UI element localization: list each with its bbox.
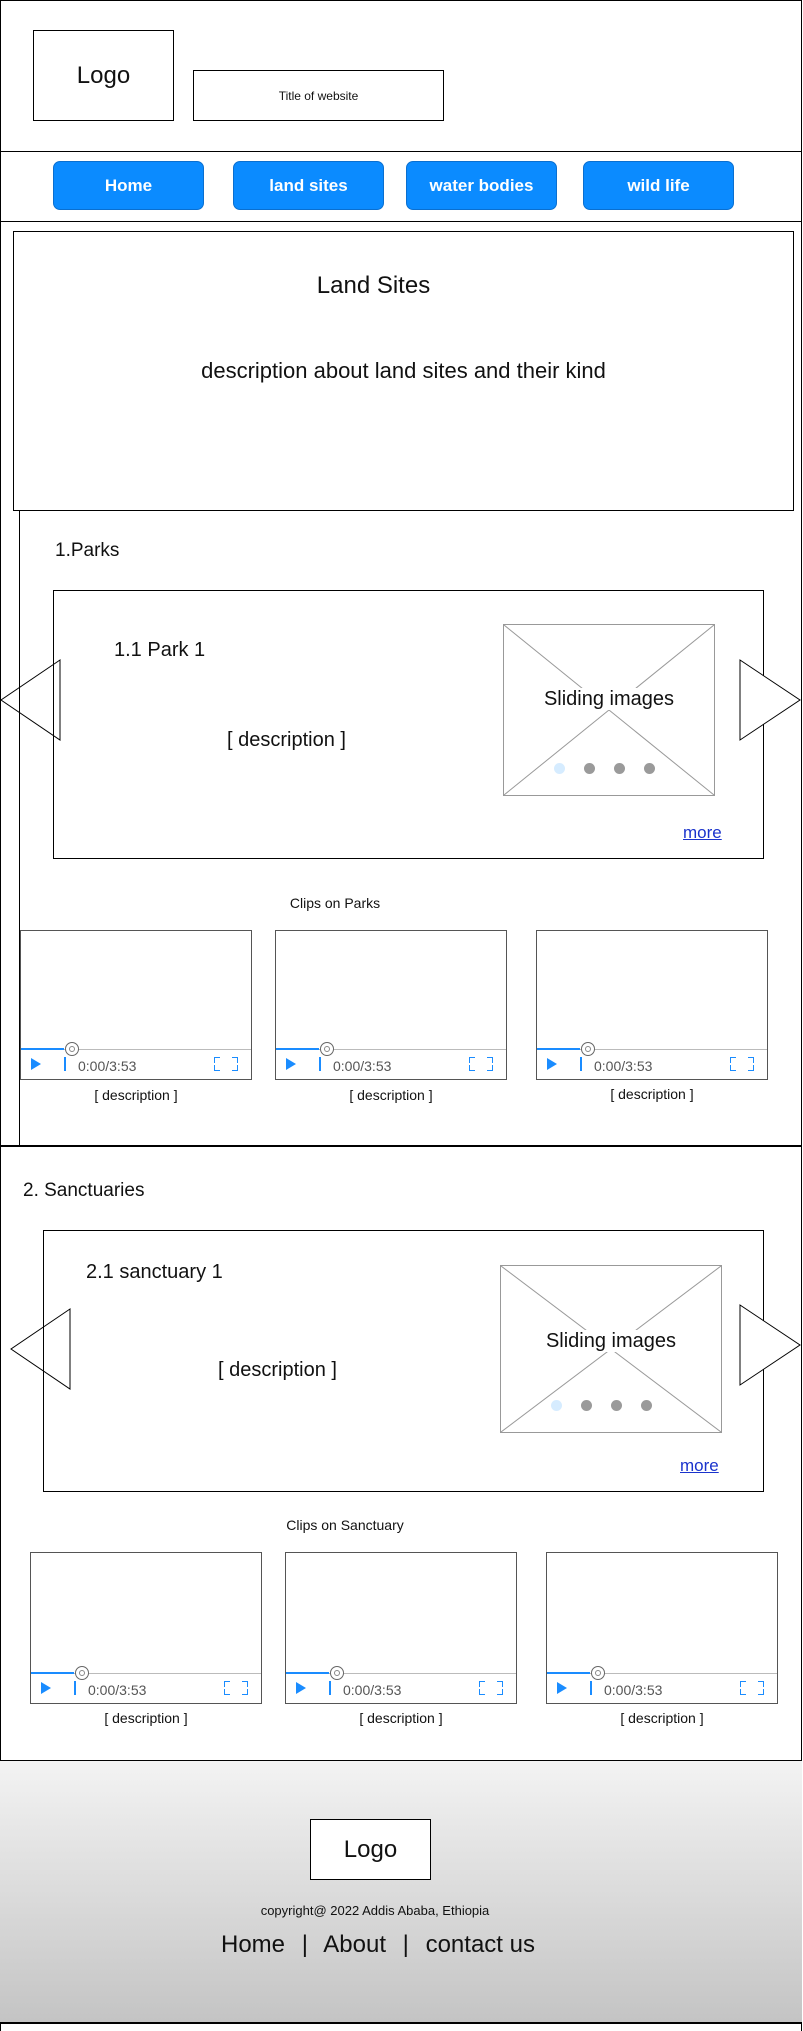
copyright-text: copyright@ 2022 Addis Ababa, Ethiopia [260, 1903, 490, 1918]
footer-logo[interactable]: Logo [310, 1819, 431, 1880]
volume-icon[interactable] [64, 1057, 66, 1071]
play-icon[interactable] [286, 1058, 296, 1070]
intro-description: description about land sites and their k… [201, 358, 606, 383]
arrow-right-icon[interactable] [739, 1304, 801, 1386]
slider-label: Sliding images [543, 688, 675, 710]
play-icon[interactable] [31, 1058, 41, 1070]
nav-divider [0, 221, 802, 222]
video-player[interactable]: 0:00/3:53 [546, 1552, 778, 1704]
video-time: 0:00/3:53 [333, 1058, 392, 1074]
clips-parks-title: Clips on Parks [289, 895, 381, 911]
video-caption: [ description ] [94, 1087, 178, 1103]
park-card-description: [ description ] [227, 729, 346, 751]
parks-frame-left [19, 511, 20, 1145]
fullscreen-icon[interactable] [224, 1681, 248, 1695]
footer: Logo copyright@ 2022 Addis Ababa, Ethiop… [0, 1760, 802, 2022]
fullscreen-icon[interactable] [730, 1057, 754, 1071]
video-player[interactable]: 0:00/3:53 [30, 1552, 262, 1704]
footer-links: Home | About | contact us [221, 1931, 535, 1959]
slider-label: Sliding images [545, 1330, 677, 1352]
nav-land-sites-button[interactable]: land sites [233, 161, 384, 210]
fullscreen-icon[interactable] [740, 1681, 764, 1695]
slider-dot-3[interactable] [611, 1400, 622, 1411]
section-divider [0, 1145, 802, 1147]
park-image-slider[interactable]: Sliding images [503, 624, 715, 796]
section-sanctuaries-heading: 2. Sanctuaries [23, 1180, 145, 1201]
seek-knob[interactable] [75, 1666, 89, 1680]
slider-dot-1[interactable] [554, 763, 565, 774]
footer-link-contact[interactable]: contact us [425, 1931, 535, 1958]
header-logo[interactable]: Logo [33, 30, 174, 121]
volume-icon[interactable] [74, 1681, 76, 1695]
video-time: 0:00/3:53 [88, 1682, 147, 1698]
nav-home-button[interactable]: Home [53, 161, 204, 210]
video-time: 0:00/3:53 [604, 1682, 663, 1698]
sanctuary-card-description: [ description ] [218, 1359, 337, 1381]
sanctuary-card: 2.1 sanctuary 1 [ description ] Sliding … [43, 1230, 764, 1492]
footer-link-home[interactable]: Home [221, 1931, 286, 1958]
slider-dot-4[interactable] [644, 763, 655, 774]
video-time: 0:00/3:53 [78, 1058, 137, 1074]
video-time: 0:00/3:53 [594, 1058, 653, 1074]
play-icon[interactable] [547, 1058, 557, 1070]
fullscreen-icon[interactable] [479, 1681, 503, 1695]
volume-icon[interactable] [319, 1057, 321, 1071]
video-player[interactable]: 0:00/3:53 [285, 1552, 517, 1704]
video-player[interactable]: 0:00/3:53 [20, 930, 252, 1080]
footer-link-about[interactable]: About [323, 1931, 386, 1958]
sanctuary-more-link[interactable]: more [680, 1456, 719, 1475]
video-player[interactable]: 0:00/3:53 [536, 930, 768, 1080]
section-parks-heading: 1.Parks [55, 540, 120, 561]
video-caption: [ description ] [620, 1710, 704, 1726]
seek-knob[interactable] [581, 1042, 595, 1056]
seek-knob[interactable] [591, 1666, 605, 1680]
page-border-left [0, 0, 1, 2031]
image-placeholder-icon [504, 625, 714, 795]
site-title: Title of website [193, 70, 444, 121]
video-caption: [ description ] [349, 1087, 433, 1103]
footer-separator: | [402, 1931, 409, 1958]
slider-dot-2[interactable] [581, 1400, 592, 1411]
park-card-title: 1.1 Park 1 [114, 639, 206, 661]
slider-dot-2[interactable] [584, 763, 595, 774]
park-card: 1.1 Park 1 [ description ] Sliding image… [53, 590, 764, 859]
page-border-top [0, 0, 802, 1]
footer-separator: | [301, 1931, 308, 1958]
video-caption: [ description ] [104, 1710, 188, 1726]
clips-sanctuary-title: Clips on Sanctuary [286, 1517, 404, 1533]
seek-knob[interactable] [65, 1042, 79, 1056]
intro-title: Land Sites [316, 272, 431, 299]
video-caption: [ description ] [610, 1086, 694, 1102]
video-time: 0:00/3:53 [343, 1682, 402, 1698]
video-player[interactable]: 0:00/3:53 [275, 930, 507, 1080]
header-divider [0, 151, 802, 152]
nav-wild-life-button[interactable]: wild life [583, 161, 734, 210]
page-border-bottom [0, 2022, 802, 2024]
seek-knob[interactable] [330, 1666, 344, 1680]
seek-knob[interactable] [320, 1042, 334, 1056]
intro-panel: Land Sites description about land sites … [13, 231, 794, 511]
play-icon[interactable] [296, 1682, 306, 1694]
volume-icon[interactable] [329, 1681, 331, 1695]
fullscreen-icon[interactable] [469, 1057, 493, 1071]
park-more-link[interactable]: more [683, 823, 722, 842]
slider-dot-3[interactable] [614, 763, 625, 774]
volume-icon[interactable] [580, 1057, 582, 1071]
video-caption: [ description ] [359, 1710, 443, 1726]
slider-dot-1[interactable] [551, 1400, 562, 1411]
arrow-left-icon[interactable] [0, 659, 62, 741]
nav-water-bodies-button[interactable]: water bodies [406, 161, 557, 210]
fullscreen-icon[interactable] [214, 1057, 238, 1071]
page-border-right [801, 0, 802, 2031]
slider-dot-4[interactable] [641, 1400, 652, 1411]
volume-icon[interactable] [590, 1681, 592, 1695]
play-icon[interactable] [41, 1682, 51, 1694]
sanctuary-image-slider[interactable]: Sliding images [500, 1265, 722, 1433]
arrow-left-icon[interactable] [10, 1308, 72, 1390]
sanctuary-card-title: 2.1 sanctuary 1 [86, 1261, 223, 1283]
play-icon[interactable] [557, 1682, 567, 1694]
arrow-right-icon[interactable] [739, 659, 801, 741]
